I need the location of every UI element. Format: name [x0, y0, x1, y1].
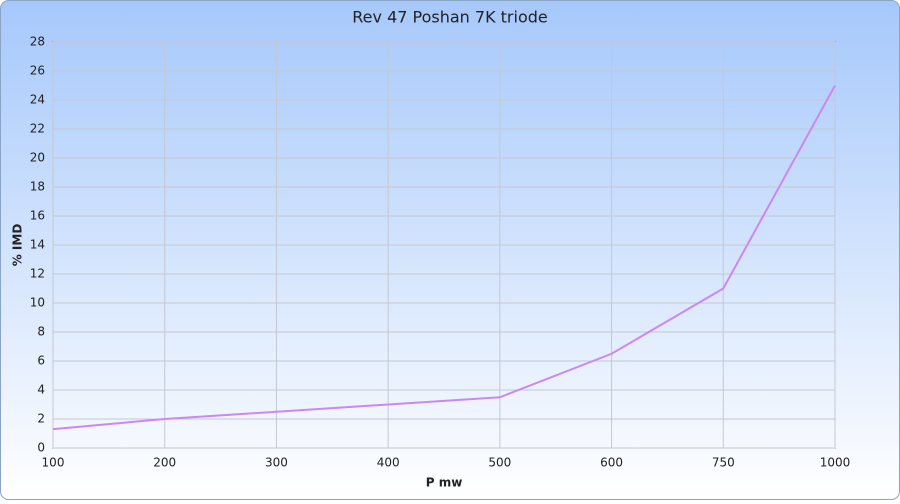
chart-title: Rev 47 Poshan 7K triode [352, 8, 547, 27]
y-tick-label: 6 [37, 354, 45, 368]
y-tick-label: 8 [37, 325, 45, 339]
y-tick-label: 22 [30, 122, 45, 136]
y-tick-label: 18 [30, 180, 45, 194]
y-tick-label: 14 [30, 238, 45, 252]
y-axis-label: % IMD [11, 224, 25, 267]
data-line [52, 85, 836, 431]
x-tick-label: 100 [42, 456, 65, 470]
y-tick-label: 0 [37, 441, 45, 455]
x-tick-label: 300 [265, 456, 288, 470]
x-tick-label: 1000 [820, 456, 851, 470]
y-tick-label: 20 [30, 151, 45, 165]
y-tick-label: 10 [30, 296, 45, 310]
x-tick-label: 600 [600, 456, 623, 470]
x-tick-label: 200 [153, 456, 176, 470]
y-tick-label: 24 [30, 93, 45, 107]
x-axis-label: P mw [426, 476, 463, 490]
x-tick-label: 500 [488, 456, 511, 470]
x-tick-label: 750 [712, 456, 735, 470]
y-tick-label: 2 [37, 412, 45, 426]
x-tick-label: 400 [377, 456, 400, 470]
y-tick-label: 12 [30, 267, 45, 281]
y-tick-label: 28 [30, 35, 45, 49]
y-tick-label: 4 [37, 383, 45, 397]
y-tick-label: 26 [30, 64, 45, 78]
y-tick-label: 16 [30, 209, 45, 223]
